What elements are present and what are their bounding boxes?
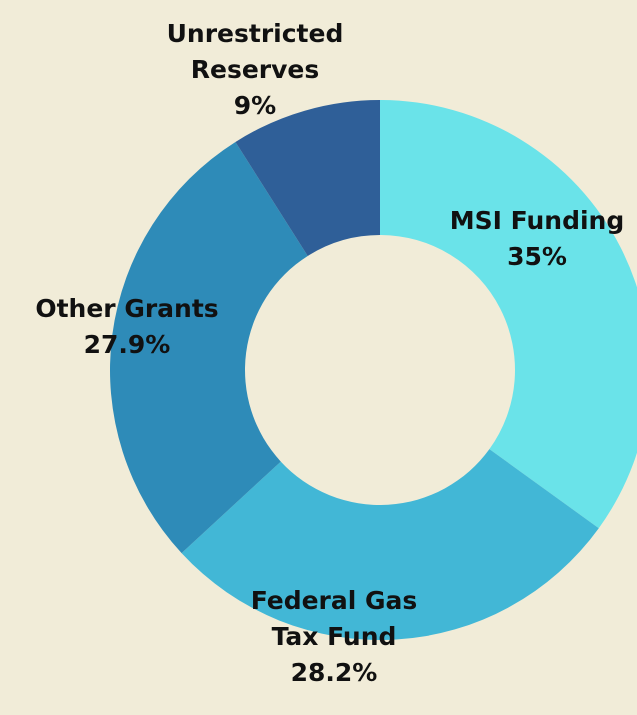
donut-segment — [110, 141, 308, 554]
label-name: Federal Gas Tax Fund — [250, 586, 418, 651]
label-value: 28.2% — [290, 658, 378, 687]
donut-segment — [380, 100, 637, 529]
segment-label: Unrestricted Reserves 9% — [140, 16, 370, 124]
donut-segment — [235, 100, 380, 256]
label-name: Other Grants — [35, 294, 219, 323]
label-value: 9% — [233, 91, 277, 120]
donut-segment — [181, 449, 599, 640]
label-name: MSI Funding — [449, 206, 625, 235]
segment-label: Federal Gas Tax Fund 28.2% — [229, 583, 439, 691]
label-name: Unrestricted Reserves — [166, 19, 344, 84]
label-value: 27.9% — [83, 330, 171, 359]
label-value: 35% — [507, 242, 567, 271]
segment-label: Other Grants 27.9% — [12, 291, 242, 363]
segment-label: MSI Funding 35% — [432, 203, 637, 275]
